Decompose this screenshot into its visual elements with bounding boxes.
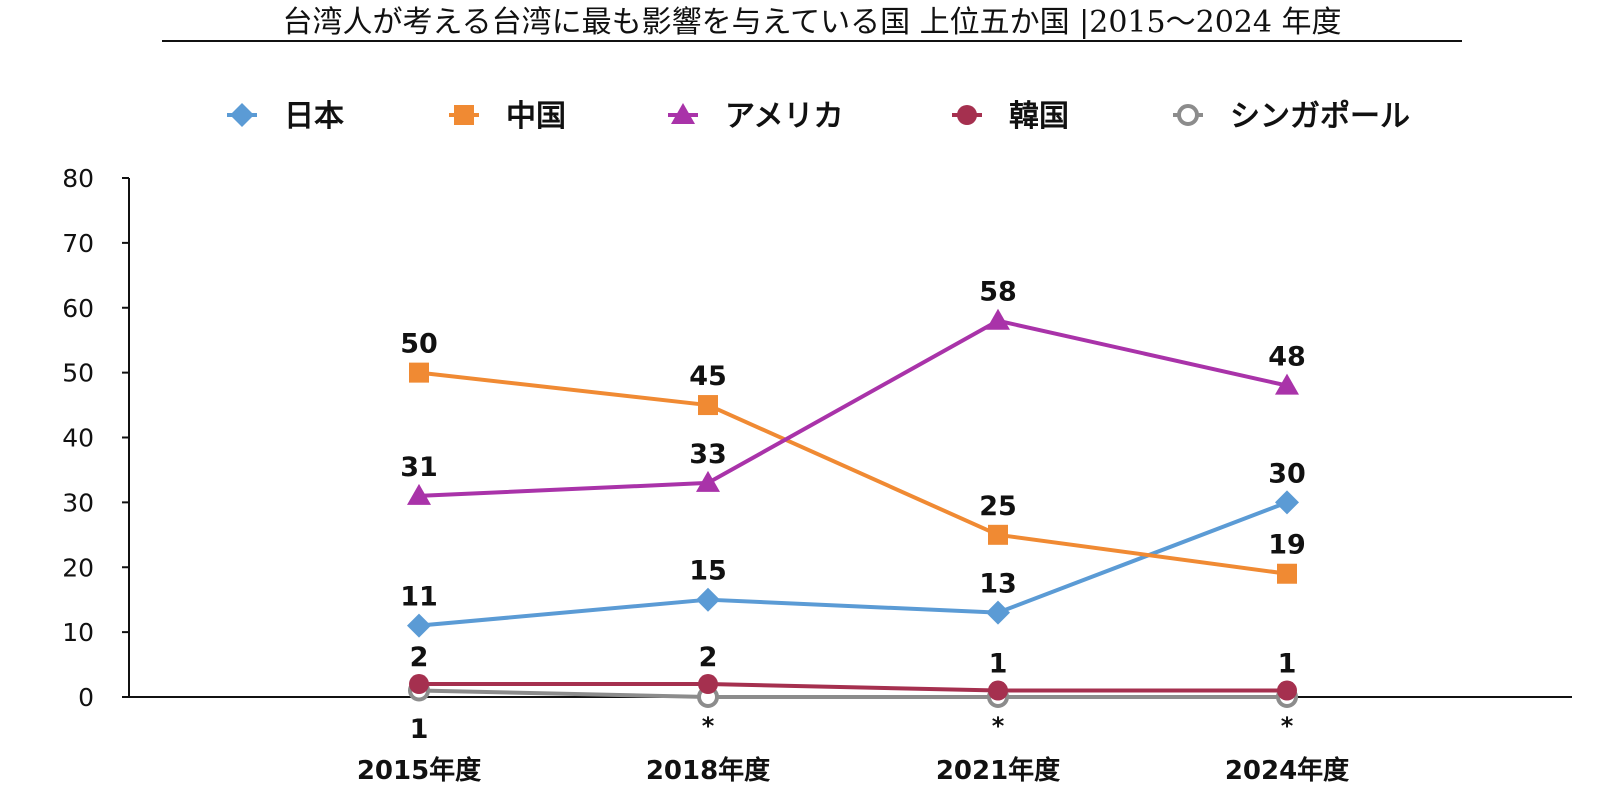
- data-point: [696, 470, 720, 492]
- series-line: [418, 688, 1287, 699]
- y-tick-label: 0: [78, 683, 94, 712]
- data-point: [1277, 680, 1297, 701]
- data-label: 1: [1278, 649, 1297, 680]
- data-point: [409, 674, 429, 695]
- data-label: 30: [1268, 458, 1306, 489]
- data-point: [407, 613, 431, 638]
- legend-label: 日本: [284, 99, 344, 134]
- y-tick-label: 70: [62, 229, 94, 258]
- y-tick-label: 30: [62, 488, 94, 517]
- data-label: 13: [979, 569, 1017, 600]
- legend-marker: [1177, 104, 1199, 126]
- legend-item: 日本: [227, 99, 344, 134]
- data-point: [986, 600, 1010, 625]
- data-point: [407, 483, 431, 505]
- data-label: *: [702, 712, 715, 740]
- x-tick-label: 2015年度: [357, 755, 481, 786]
- data-label: 50: [400, 329, 438, 360]
- legend-label: 韓国: [1009, 99, 1069, 134]
- series-line: [419, 682, 1287, 693]
- data-label: 15: [689, 556, 727, 587]
- y-tick-label: 60: [62, 294, 94, 323]
- legend-label: 中国: [506, 99, 566, 134]
- data-label: 1: [410, 714, 429, 745]
- legend-item: 中国: [449, 99, 566, 134]
- data-point: [698, 674, 718, 695]
- data-point: [988, 524, 1008, 545]
- axes: [128, 178, 1572, 698]
- data-label: 31: [400, 452, 438, 483]
- legend-marker: [454, 105, 474, 125]
- legend-marker: [230, 103, 254, 127]
- legend-label: アメリカ: [725, 99, 844, 134]
- series-line: [418, 500, 1288, 628]
- x-tick-label: 2024年度: [1225, 755, 1349, 786]
- y-tick-label: 50: [62, 359, 94, 388]
- data-label: 45: [689, 361, 727, 392]
- data-point: [988, 680, 1008, 701]
- legend-marker: [957, 105, 977, 125]
- data-label: 1: [989, 649, 1008, 680]
- data-point: [1277, 563, 1297, 584]
- series-line: [418, 370, 1288, 576]
- data-label: 2: [699, 642, 718, 673]
- legend-label: シンガポール: [1230, 99, 1410, 134]
- legend-item: アメリカ: [668, 99, 844, 134]
- data-point: [986, 308, 1010, 330]
- data-label: 58: [979, 277, 1017, 308]
- data-label: *: [1281, 712, 1294, 740]
- x-ticks: 2015年度 2018年度 2021年度 2024年度: [357, 755, 1349, 786]
- legend: 日本 中国 アメリカ 韓国 シンガポール: [227, 99, 1410, 134]
- y-tick-label: 80: [62, 164, 94, 193]
- series-lines: [418, 318, 1288, 699]
- data-point: [409, 362, 429, 383]
- data-label: 25: [979, 491, 1017, 522]
- y-ticks: 0 10 20 30 40 50 60 70 80: [62, 164, 129, 712]
- chart-title: 台湾人が考える台湾に最も影響を与えている国 上位五か国 |2015～2024 年…: [282, 5, 1341, 40]
- series-line: [418, 318, 1288, 498]
- data-label: 19: [1268, 530, 1306, 561]
- x-tick-label: 2018年度: [646, 755, 770, 786]
- data-label: 2: [410, 642, 429, 673]
- y-tick-label: 10: [62, 618, 94, 647]
- data-point: [696, 587, 720, 612]
- legend-marker: [671, 103, 695, 124]
- legend-item: 韓国: [952, 99, 1069, 134]
- y-tick-label: 40: [62, 424, 94, 453]
- series-markers: [407, 308, 1299, 708]
- y-tick-label: 20: [62, 553, 94, 582]
- data-point: [698, 395, 718, 416]
- data-label: 48: [1268, 342, 1306, 373]
- data-point: [1275, 373, 1299, 395]
- data-label: *: [992, 712, 1005, 740]
- legend-item: シンガポール: [1173, 99, 1410, 134]
- data-label: 11: [400, 582, 438, 613]
- chart-title-group: 台湾人が考える台湾に最も影響を与えている国 上位五か国 |2015～2024 年…: [162, 5, 1462, 42]
- data-label: 33: [689, 439, 727, 470]
- data-point: [1275, 490, 1299, 515]
- x-tick-label: 2021年度: [936, 755, 1060, 786]
